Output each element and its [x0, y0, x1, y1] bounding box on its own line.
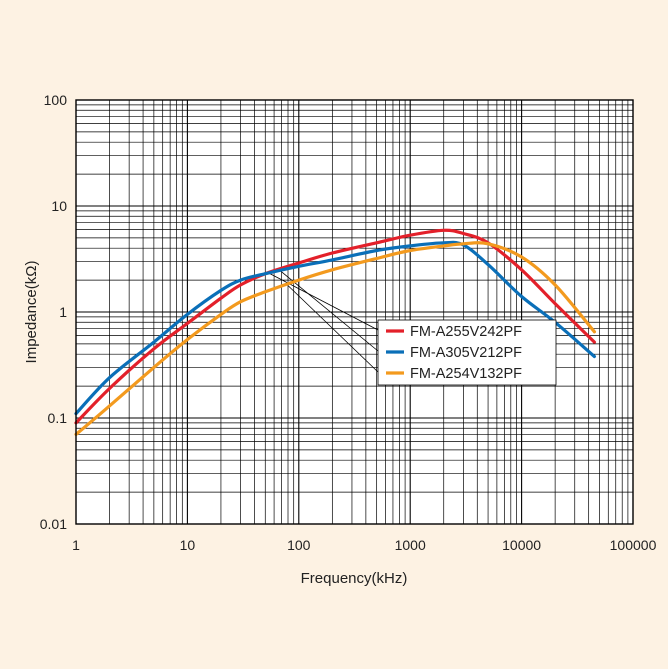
series-lines [74, 228, 596, 436]
x-tick-label: 1000 [395, 537, 426, 553]
legend-leader-line [279, 269, 379, 352]
x-tick-label: 1 [72, 537, 80, 553]
legend-label: FM-A255V242PF [410, 324, 522, 340]
x-tick-label: 10000 [502, 537, 541, 553]
y-tick-label: 0.1 [48, 410, 68, 426]
series-line [74, 240, 596, 416]
plot-frame [75, 99, 634, 525]
y-tick-label: 10 [51, 198, 67, 214]
y-axis-label: Impedance(kΩ) [23, 261, 40, 364]
series-line [74, 241, 596, 436]
legend-leader-line [287, 284, 379, 373]
y-tick-label: 0.01 [40, 516, 67, 532]
legend-label: FM-A254V132PF [410, 366, 522, 382]
series-line [74, 228, 596, 425]
legend-label: FM-A305V212PF [410, 345, 522, 361]
x-tick-label: 100 [287, 537, 311, 553]
y-tick-label: 100 [44, 92, 68, 108]
grid-lines [76, 100, 633, 524]
y-tick-labels: 0.01 0.1 1 10 100 [40, 92, 67, 532]
legend: FM-A255V242PF FM-A305V212PF FM-A254V132PF [377, 319, 557, 386]
legend-box [377, 319, 557, 386]
x-tick-label: 10 [180, 537, 196, 553]
x-axis-label: Frequency(kHz) [301, 570, 408, 587]
x-tick-labels: 1 10 100 1000 10000 100000 [72, 537, 656, 553]
x-tick-label: 100000 [610, 537, 657, 553]
y-tick-label: 1 [59, 304, 67, 320]
